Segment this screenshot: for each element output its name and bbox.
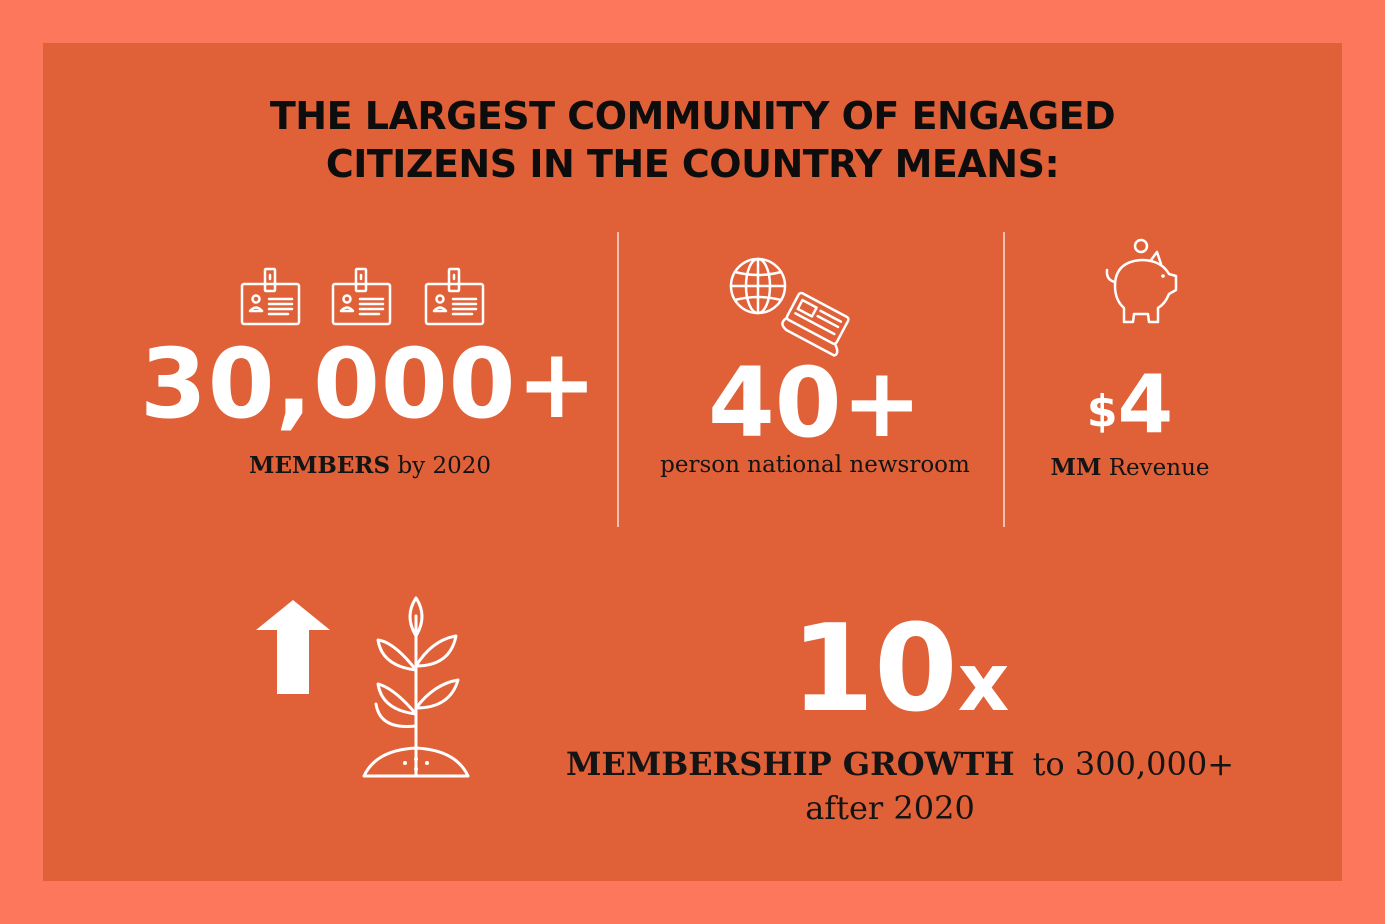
newsroom-value: 40+ xyxy=(707,347,923,459)
growth-caption-line-2: after 2020 xyxy=(805,789,975,827)
infographic-panel xyxy=(43,43,1342,881)
headline-line-1: THE LARGEST COMMUNITY OF ENGAGED xyxy=(269,94,1116,138)
revenue-number: 4 xyxy=(1117,358,1174,451)
sprout-icon xyxy=(362,596,470,778)
revenue-value: $4 xyxy=(1060,365,1200,445)
up-arrow-icon xyxy=(256,600,330,694)
members-value: 30,000+ xyxy=(140,328,598,440)
id-badge-icon xyxy=(240,267,485,326)
revenue-caption-bold: MM xyxy=(1050,454,1102,481)
growth-value: 10x xyxy=(760,610,1040,730)
members-caption-rest: by 2020 xyxy=(390,453,492,479)
growth-suffix: x xyxy=(957,636,1010,729)
revenue-caption-rest: Revenue xyxy=(1101,455,1210,481)
headline-line-2: CITIZENS IN THE COUNTRY MEANS: xyxy=(325,142,1060,186)
globe-newspaper-icon xyxy=(729,257,850,357)
divider-left xyxy=(617,232,619,527)
growth-number: 10 xyxy=(790,600,958,739)
members-caption: MEMBERS by 2020 xyxy=(180,452,560,479)
newsroom-caption: person national newsroom xyxy=(660,452,970,478)
revenue-currency: $ xyxy=(1086,386,1118,437)
growth-caption-bold: MEMBERSHIP GROWTH xyxy=(566,745,1015,783)
revenue-caption: MM Revenue xyxy=(1030,454,1230,481)
members-caption-bold: MEMBERS xyxy=(248,452,391,479)
growth-caption-line-1: MEMBERSHIP GROWTH to 300,000+ xyxy=(520,745,1280,783)
piggy-bank-icon xyxy=(1105,238,1178,324)
headline: THE LARGEST COMMUNITY OF ENGAGED CITIZEN… xyxy=(0,92,1385,188)
growth-caption-rest: to 300,000+ xyxy=(1032,745,1234,783)
divider-right xyxy=(1003,232,1005,527)
